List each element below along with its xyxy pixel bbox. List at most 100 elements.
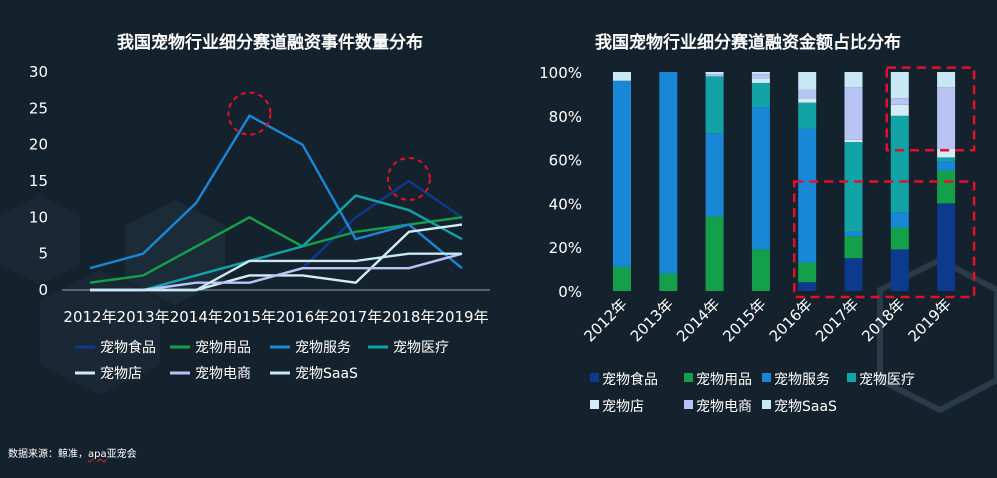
hexagon-decoration [125, 200, 225, 305]
stacked-bar-segment [751, 249, 770, 291]
bar-chart-title: 我国宠物行业细分赛道融资金额占比分布 [595, 33, 901, 53]
legend-square-swatch [590, 373, 599, 382]
y-tick-label: 0 [38, 281, 48, 299]
y-tick-label: 10 [29, 208, 48, 226]
stacked-bar-segment [890, 249, 909, 291]
legend-label: 宠物用品 [195, 340, 251, 356]
series-line [90, 223, 463, 292]
hexagon-decoration [40, 270, 160, 395]
legend-label: 宠物服务 [295, 340, 351, 356]
stacked-bar-segment [705, 133, 724, 217]
x-tick-label: 2015年 [223, 308, 276, 326]
legend-square-swatch [684, 373, 693, 382]
x-tick-label: 2017年 [329, 308, 382, 326]
legend-square-swatch [762, 373, 771, 382]
highlight-circle [227, 91, 272, 136]
line-chart-title: 我国宠物行业细分赛道融资事件数量分布 [117, 33, 423, 53]
legend-label: 宠物电商 [696, 399, 752, 415]
stacked-bar-segment [890, 115, 909, 213]
legend-label: 宠物电商 [195, 366, 251, 382]
stacked-bar-segment [937, 157, 956, 162]
legend-label: 宠物服务 [774, 372, 830, 388]
y-tick-label: 5 [38, 245, 48, 263]
stacked-bar-segment [705, 76, 724, 134]
stacked-bar-segment [659, 273, 678, 291]
legend-label: 宠物食品 [602, 371, 658, 388]
stacked-bar-segment [613, 72, 631, 81]
stacked-bar-segment [890, 212, 909, 228]
stacked-bar-segment [798, 128, 817, 263]
legend-label: 宠物店 [602, 399, 644, 415]
stacked-bar-segment [751, 72, 770, 75]
stacked-bar-segment [844, 72, 863, 88]
stacked-bar-segment [798, 282, 817, 291]
stacked-bar-segment [751, 107, 770, 250]
legend-label: 宠物SaaS [774, 399, 837, 415]
legend-label: 宠物食品 [100, 339, 156, 356]
x-tick-label: 2016年 [276, 308, 329, 326]
stacked-bar-segment [890, 227, 909, 250]
legend-label: 宠物医疗 [859, 372, 915, 388]
stacked-bar-segment [937, 203, 956, 291]
highlight-circle [386, 157, 431, 201]
stacked-bar-segment [844, 87, 863, 140]
stacked-bar-segment [798, 262, 817, 283]
x-tick-label: 2013年 [627, 295, 677, 345]
legend-square-swatch [684, 400, 693, 409]
y-tick-label: 15 [29, 172, 48, 190]
stacked-bar-segment [613, 80, 631, 267]
data-source-note: 数据来源：鲸准，apa亚宠会 [8, 445, 137, 460]
hexagon-decoration [0, 195, 80, 285]
highlight-box [885, 66, 976, 152]
stacked-bar-segment [844, 139, 863, 143]
y-tick-label: 30 [29, 63, 48, 81]
stacked-bar-segment [705, 72, 724, 75]
stacked-bar-segment [705, 216, 724, 291]
stacked-bar-segment [798, 102, 817, 129]
x-tick-label: 2014年 [170, 308, 223, 326]
series-line [90, 252, 462, 292]
x-tick-label: 2014年 [673, 295, 723, 345]
y-tick-label: 25 [29, 99, 48, 117]
stacked-bar-segment [937, 87, 956, 149]
y-tick-label: 80% [549, 108, 582, 126]
stacked-bar-segment [937, 170, 956, 204]
legend-square-swatch [847, 373, 856, 382]
legend-square-swatch [590, 400, 599, 409]
series-line [89, 114, 463, 270]
y-tick-label: 0% [558, 283, 582, 301]
series-line [90, 252, 463, 292]
y-tick-label: 100% [539, 64, 582, 82]
stacked-bar-segment [937, 161, 956, 171]
stacked-bar-segment [798, 72, 817, 90]
x-tick-label: 2018年 [858, 295, 908, 345]
x-tick-label: 2013年 [117, 308, 170, 326]
stacked-bar-segment [844, 258, 863, 291]
stacked-bar-segment [798, 89, 817, 99]
x-tick-label: 2016年 [766, 295, 816, 345]
stacked-bar-segment [844, 142, 863, 232]
legend-label: 宠物医疗 [393, 340, 449, 356]
x-tick-label: 2012年 [580, 295, 630, 345]
highlight-box [792, 180, 976, 299]
x-tick-label: 2019年 [435, 308, 488, 326]
stacked-bar-segment [659, 72, 678, 274]
x-tick-label: 2012年 [63, 308, 116, 326]
stacked-bar-segment [798, 98, 817, 103]
x-tick-label: 2019年 [905, 295, 955, 345]
legend-label: 宠物SaaS [295, 366, 358, 382]
stacked-bar-segment [844, 236, 863, 259]
y-tick-label: 20 [29, 136, 48, 154]
stacked-bar-segment [844, 231, 863, 237]
source-suffix: 亚宠会 [106, 449, 137, 460]
source-underlined: apa [88, 449, 107, 460]
y-tick-label: 20% [549, 239, 582, 257]
legend-label: 宠物店 [100, 366, 142, 382]
y-tick-label: 60% [549, 152, 582, 170]
stacked-bar-segment [937, 72, 956, 88]
stacked-bar-segment [751, 74, 770, 79]
stacked-bar-segment [751, 82, 770, 108]
stacked-bar-segment [890, 98, 909, 105]
stacked-bar-segment [613, 266, 631, 291]
